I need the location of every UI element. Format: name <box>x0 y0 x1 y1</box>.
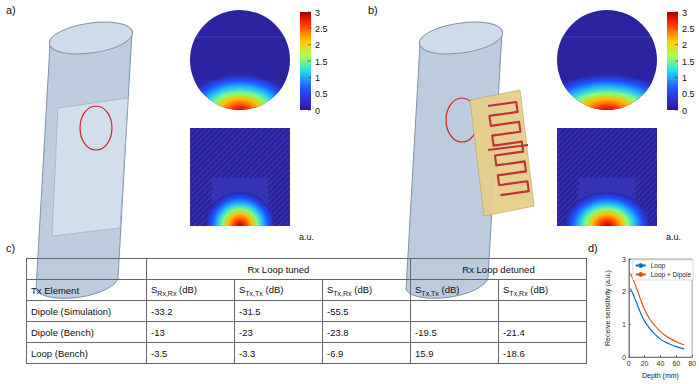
svg-text:1.5: 1.5 <box>682 57 695 67</box>
svg-text:0: 0 <box>315 106 320 116</box>
svg-text:3: 3 <box>682 8 687 18</box>
svg-text:0.5: 0.5 <box>682 89 695 99</box>
html-text:Rx Loop detuned: Rx Loop detuned <box>462 263 535 275</box>
html-text:-13: -13 <box>151 326 165 338</box>
html-text:-55.5: -55.5 <box>327 305 349 317</box>
svg-text:2: 2 <box>622 288 626 295</box>
svg-text:80: 80 <box>688 360 696 367</box>
html-text:STx,Rx(dB): STx,Rx(dB) <box>327 283 373 297</box>
svg-text:2.5: 2.5 <box>315 24 328 34</box>
svg-text:1: 1 <box>622 321 626 328</box>
html-text:Dipole (Simulation): Dipole (Simulation) <box>31 305 112 317</box>
svg-text:2: 2 <box>682 40 687 50</box>
svg-text:Depth (mm): Depth (mm) <box>642 372 679 380</box>
svg-text:2: 2 <box>315 40 320 50</box>
html-text:Dipole (Bench): Dipole (Bench) <box>31 326 94 338</box>
svg-text:b): b) <box>368 4 378 16</box>
svg-text:a.u.: a.u. <box>666 232 681 242</box>
svg-text:Loop: Loop <box>651 262 666 270</box>
html-text:Loop (Bench): Loop (Bench) <box>31 347 88 359</box>
svg-text:1.5: 1.5 <box>315 57 328 67</box>
html-text:-21.4: -21.4 <box>503 326 525 338</box>
html-text:STx,Tx(dB): STx,Tx(dB) <box>415 283 460 297</box>
html-text:Rx Loop tuned: Rx Loop tuned <box>247 263 310 275</box>
html-text:15.9: 15.9 <box>415 347 434 359</box>
svg-text:a): a) <box>6 4 16 16</box>
html-text:STx,Rx(dB): STx,Rx(dB) <box>503 283 549 297</box>
svg-text:3: 3 <box>622 256 626 263</box>
html-text:-31.5: -31.5 <box>239 305 261 317</box>
svg-text:60: 60 <box>672 360 680 367</box>
html-text:-3.5: -3.5 <box>151 347 168 359</box>
svg-text:Receive sensitivity (a.u.): Receive sensitivity (a.u.) <box>604 270 612 346</box>
svg-text:1: 1 <box>315 73 320 83</box>
svg-text:Loop + Dipole: Loop + Dipole <box>651 271 692 279</box>
html-text:-19.5: -19.5 <box>415 326 437 338</box>
svg-text:1: 1 <box>682 73 687 83</box>
svg-text:0: 0 <box>682 106 687 116</box>
svg-text:3: 3 <box>315 8 320 18</box>
svg-text:2.5: 2.5 <box>682 24 695 34</box>
html-text:-3.3: -3.3 <box>239 347 256 359</box>
svg-text:20: 20 <box>641 360 649 367</box>
html-text:-23: -23 <box>239 326 253 338</box>
html-text:-33.2: -33.2 <box>151 305 173 317</box>
html-text:-6.9: -6.9 <box>327 347 344 359</box>
svg-text:0: 0 <box>622 354 626 361</box>
svg-text:d): d) <box>588 242 598 254</box>
svg-text:a.u.: a.u. <box>299 232 314 242</box>
svg-text:0.5: 0.5 <box>315 89 328 99</box>
html-text:SRx,Rx(dB): SRx,Rx(dB) <box>151 283 197 297</box>
html-text:Tx Element: Tx Element <box>31 284 79 296</box>
html-text:-23.8: -23.8 <box>327 326 349 338</box>
svg-text:c): c) <box>6 242 15 254</box>
html-text:-18.6: -18.6 <box>503 347 525 359</box>
svg-text:0: 0 <box>627 360 631 367</box>
svg-text:40: 40 <box>657 360 665 367</box>
html-text:STx,Tx(dB): STx,Tx(dB) <box>239 283 284 297</box>
